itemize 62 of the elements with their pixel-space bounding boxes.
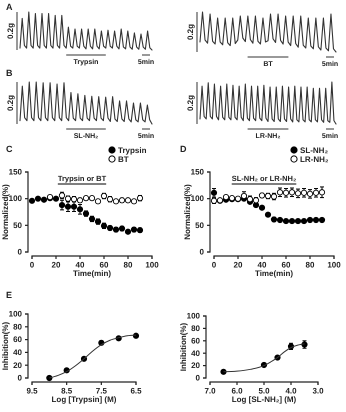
y-tick-label: 150	[190, 168, 205, 177]
chart-title: B	[6, 68, 13, 78]
x-tick-label: 7.0	[204, 386, 216, 396]
x-tick-label: 100	[145, 260, 160, 270]
text: 0.2g	[6, 22, 15, 40]
x-tick-label: 6.5	[130, 386, 142, 396]
x-tick-label: 4.0	[285, 386, 298, 396]
y-tick-label: 60	[13, 335, 23, 344]
x-tick-label: 0	[212, 260, 217, 270]
y-tick-label: 80	[13, 322, 23, 332]
y-tick-label: 20	[191, 361, 201, 370]
x-tick-label: 60	[282, 260, 291, 270]
x-tick-label: 40	[76, 260, 85, 270]
y-tick-label: 20	[13, 360, 23, 370]
x-tick-label: 9.5	[26, 386, 38, 396]
x-tick-label: 0	[30, 260, 35, 270]
y-axis-title: Normalized(%)	[183, 184, 192, 240]
legend-label: Trypsin	[118, 146, 147, 155]
y-tick-label: 100	[8, 194, 23, 204]
text: 0.2g	[6, 94, 15, 112]
y-tick-label: 50	[195, 220, 205, 230]
legend-label: LR-NH₂	[300, 155, 329, 164]
text: 0.2g	[186, 94, 195, 112]
chart-title: E	[6, 290, 12, 300]
y-tick-label: 60	[191, 336, 201, 346]
chart-title: A	[6, 2, 13, 12]
legend-label: BT	[118, 155, 129, 164]
y-tick-label: 0	[18, 248, 23, 257]
chart-title: D	[180, 144, 187, 154]
y-tick-label: 50	[13, 220, 23, 230]
chart-title: C	[6, 144, 13, 154]
y-tick-label: 100	[190, 194, 205, 204]
x-tick-label: 7.5	[96, 386, 108, 396]
x-tick-label: 8.5	[61, 386, 73, 396]
y-tick-label: 0	[200, 248, 205, 257]
x-axis-title: Time(min)	[72, 269, 112, 278]
text: 0.2g	[186, 24, 195, 40]
x-axis-title: Log [SL-NH₂] (M)	[232, 395, 297, 404]
y-tick-label: 150	[8, 168, 23, 177]
x-tick-label: 40	[258, 260, 267, 270]
y-tick-label: 100	[186, 312, 201, 321]
y-tick-label: 0	[196, 374, 201, 383]
x-tick-label: 80	[306, 260, 315, 270]
x-tick-label: 6.0	[231, 386, 244, 396]
x-tick-label: 5.0	[258, 386, 270, 396]
y-axis-title: Inhibition(%)	[179, 322, 188, 372]
x-tick-label: 60	[100, 260, 109, 270]
y-axis-title: Normalized(%)	[1, 184, 10, 240]
x-tick-label: 3.0	[312, 386, 324, 396]
x-tick-label: 100	[327, 260, 342, 270]
y-axis-title: Inhibition(%)	[1, 321, 10, 370]
x-tick-label: 80	[124, 260, 133, 270]
x-axis-title: Time(min)	[254, 269, 294, 278]
y-tick-label: 100	[8, 310, 23, 319]
x-tick-label: 20	[234, 260, 243, 270]
x-axis-title: Log [Trypsin] (M)	[52, 395, 117, 404]
y-tick-label: 40	[13, 348, 23, 357]
y-tick-label: 40	[191, 348, 201, 358]
x-tick-label: 20	[52, 260, 61, 270]
y-tick-label: 80	[191, 324, 201, 333]
y-tick-label: 0	[18, 374, 23, 383]
legend-label: SL-NH₂	[300, 146, 328, 155]
